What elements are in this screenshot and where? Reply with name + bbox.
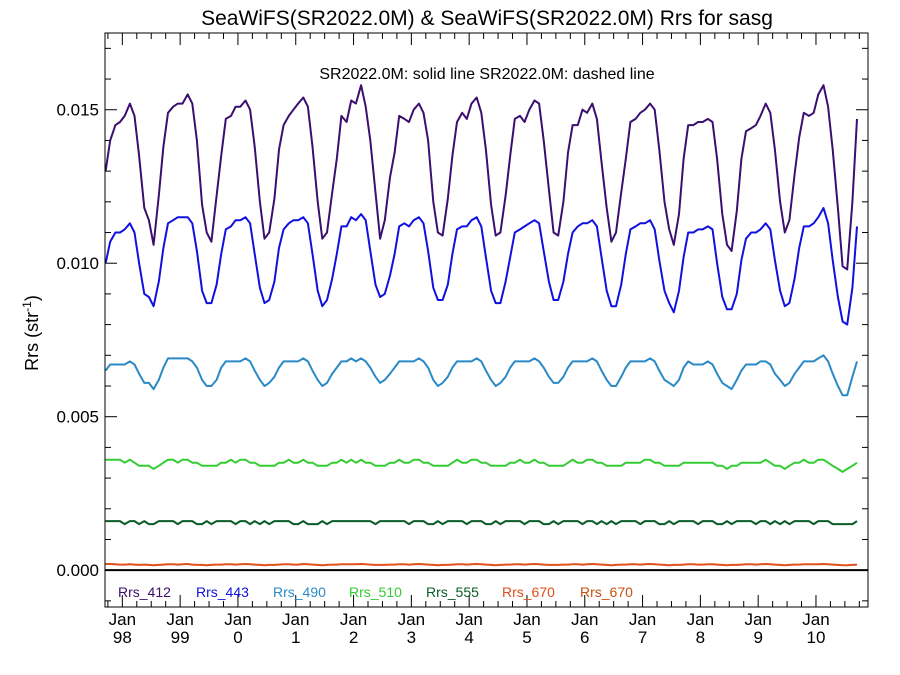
x-tick-label-year: 4 [464,628,473,647]
legend-item: Rrs_490 [273,584,326,600]
series-lines [104,84,858,567]
x-tick-label-year: 7 [638,628,647,647]
y-tick-label: 0.015 [56,101,99,120]
x-tick-label-month: Jan [571,610,598,629]
x-tick-label-year: 2 [349,628,358,647]
x-tick-label-month: Jan [340,610,367,629]
x-tick-label-month: Jan [224,610,251,629]
x-tick-label-month: Jan [629,610,656,629]
x-tick-label-month: Jan [166,610,193,629]
y-tick-label: 0.005 [56,408,99,427]
x-tick-label-month: Jan [455,610,482,629]
x-tick-label-month: Jan [802,610,829,629]
series-line-rrs-443 [104,207,858,326]
y-ticks: 0.000 0.005 0.010 0.015 [56,47,868,602]
x-tick-label-month: Jan [282,610,309,629]
legend: Rrs_412 Rrs_443 Rrs_490 Rrs_510 Rrs_555 Rrs_6… [118,584,633,600]
x-tick-label-month: Jan [513,610,540,629]
x-tick-label-year: 98 [113,628,132,647]
legend-item: Rrs_670 [502,584,555,600]
y-axis-label-close: ) [22,295,42,301]
legend-item: Rrs_555 [426,584,479,600]
x-tick-label-month: Jan [398,610,425,629]
x-tick-label-month: Jan [109,610,136,629]
plot-frame [104,32,869,608]
line-style-annotation: SR2022.0M: solid line SR2022.0M: dashed … [319,66,654,83]
x-tick-label-year: 8 [696,628,705,647]
x-tick-label-year: 99 [171,628,190,647]
x-tick-label-year: 5 [522,628,531,647]
y-tick-label: 0.010 [56,254,99,273]
chart-title: SeaWiFS(SR2022.0M) & SeaWiFS(SR2022.0M) … [201,7,773,30]
y-axis-label-main: Rrs (str [22,312,42,371]
x-tick-label-year: 3 [407,628,416,647]
series-line-rrs-412 [104,84,858,271]
x-ticks: Jan98Jan99Jan0Jan1Jan2Jan3Jan4Jan5Jan6Ja… [107,33,860,647]
x-tick-label-month: Jan [687,610,714,629]
x-tick-label-year: 9 [753,628,762,647]
series-line-rrs-670 [105,563,858,567]
y-axis-label-sup: -1 [20,301,34,312]
x-tick-label-year: 6 [580,628,589,647]
legend-item: Rrs_412 [118,584,171,600]
x-tick-label-year: 1 [291,628,300,647]
legend-item: Rrs_510 [349,584,402,600]
series-line-rrs-490 [104,354,858,397]
legend-item: Rrs_443 [196,584,249,600]
series-line-rrs-555 [105,520,858,526]
x-tick-label-month: Jan [744,610,771,629]
y-axis-label: Rrs (str-1) [20,295,42,371]
x-tick-label-year: 0 [233,628,242,647]
legend-item: Rrs_670 [580,584,633,600]
series-line-rrs-510 [105,458,858,473]
x-tick-label-year: 10 [807,628,826,647]
y-tick-label: 0.000 [56,561,99,580]
